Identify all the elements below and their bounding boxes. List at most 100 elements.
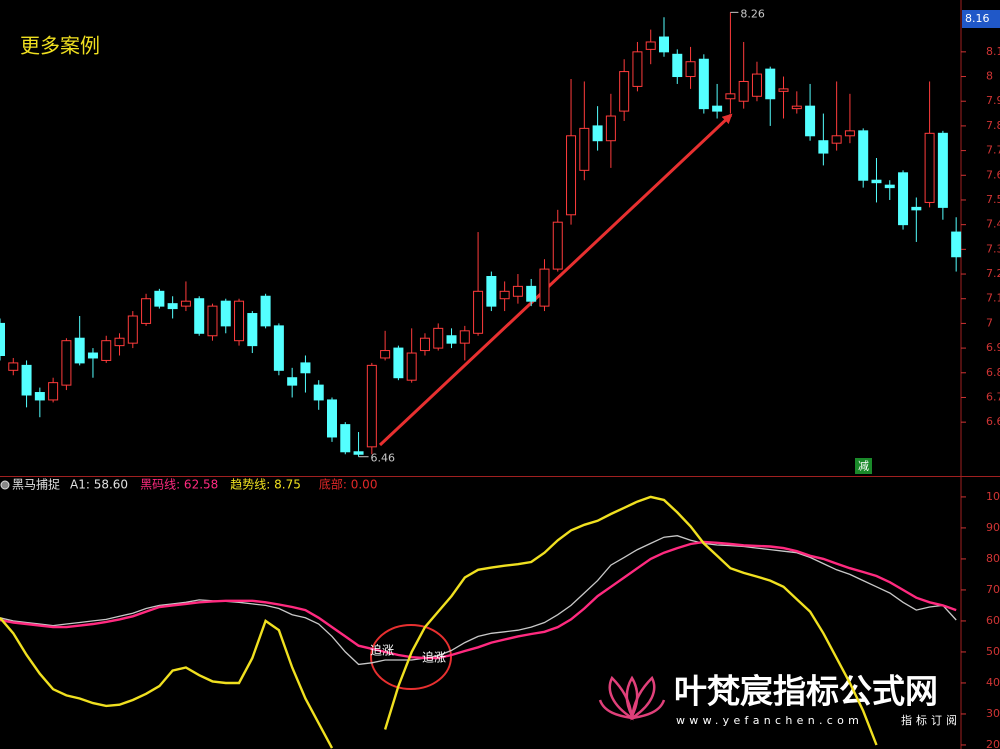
- candle-body: [220, 300, 231, 327]
- high-label: 8.26: [740, 7, 765, 20]
- candle-body: [884, 184, 895, 189]
- last-price-box: [962, 10, 1000, 28]
- y-tick-label: 80: [986, 552, 1000, 565]
- candle-body: [380, 350, 391, 359]
- candle-body: [300, 362, 311, 374]
- signal-label: 减: [858, 460, 869, 473]
- candle-body: [287, 377, 298, 386]
- y-tick-label: 7.3: [986, 242, 1000, 255]
- candle-body: [725, 93, 736, 100]
- candle-body: [273, 325, 284, 371]
- candle-body: [353, 451, 364, 455]
- candle-body: [366, 364, 377, 448]
- candle-body: [951, 231, 962, 258]
- candle-body: [194, 298, 205, 334]
- y-tick-label: 7.2: [986, 267, 1000, 280]
- candle-body: [207, 305, 218, 337]
- candle-body: [8, 362, 19, 371]
- candle-body: [659, 36, 669, 53]
- y-tick-label: 100: [986, 490, 1000, 503]
- indicator-line: [0, 535, 957, 666]
- candle-body: [141, 298, 152, 324]
- indicator-title: 黑马捕捉: [12, 477, 60, 492]
- candle-body: [911, 206, 922, 211]
- candle-body: [247, 313, 258, 347]
- candle-body: [393, 347, 404, 379]
- y-tick-label: 40: [986, 676, 1000, 689]
- candle-body: [61, 340, 72, 386]
- candle-body: [87, 352, 98, 359]
- y-tick-label: 7.1: [986, 292, 1000, 305]
- y-tick-label: 8.1: [986, 45, 1000, 58]
- plot-area: [0, 495, 957, 749]
- candle-body: [446, 335, 457, 344]
- y-tick-label: 7.7: [986, 144, 1000, 157]
- candle-body: [566, 135, 577, 216]
- y-tick-label: 7.4: [986, 218, 1000, 231]
- candle-body: [592, 125, 603, 142]
- candle-body: [831, 135, 842, 144]
- y-tick-label: 6.6: [986, 415, 1000, 428]
- candle-body: [127, 315, 138, 344]
- y-tick-label: 20: [986, 738, 1000, 749]
- logo: [598, 675, 666, 721]
- candle-body: [526, 285, 537, 302]
- y-tick-label: 6.8: [986, 366, 1000, 379]
- candle-body: [74, 337, 85, 364]
- y-tick-label: 7.6: [986, 168, 1000, 181]
- candle-body: [340, 424, 351, 453]
- candle-body: [672, 53, 683, 78]
- indicator-line: [383, 495, 878, 746]
- candle-body: [698, 58, 709, 110]
- candle-body: [114, 337, 125, 347]
- candle-body: [512, 285, 523, 297]
- candle-body: [433, 327, 444, 349]
- candle-body: [937, 132, 948, 208]
- candle-body: [844, 130, 855, 137]
- candle-body: [419, 337, 430, 352]
- candle-body: [765, 68, 776, 100]
- candle-body: [818, 140, 829, 154]
- watermark-title: 叶梵宸指标公式网: [674, 672, 938, 711]
- candle-body: [738, 80, 749, 102]
- candle-body: [486, 276, 497, 307]
- candle-body: [154, 290, 165, 307]
- watermark: 叶梵宸指标公式网 www.yefanchen.com 指标订阅: [598, 672, 961, 727]
- candle-body: [645, 41, 656, 50]
- candle-body: [101, 340, 112, 361]
- candle-body: [605, 115, 616, 142]
- candle-body: [552, 221, 563, 270]
- candle-body: [579, 127, 590, 171]
- candle-body: [685, 61, 696, 78]
- watermark-tag: 指标订阅: [901, 713, 961, 727]
- candle-body: [234, 300, 245, 342]
- candle-body: [499, 290, 510, 300]
- last-price-label: 8.16: [965, 12, 990, 25]
- candle-body: [632, 51, 643, 87]
- legend-entry: 底部: 0.00: [319, 477, 378, 492]
- annotation: 追涨: [422, 650, 446, 665]
- candle-body: [805, 105, 816, 137]
- y-tick-label: 60: [986, 614, 1000, 627]
- signal-box: [855, 458, 872, 474]
- legend-entry: 趋势线: 8.75: [230, 478, 301, 492]
- candle-body: [260, 295, 271, 327]
- candle-body: [327, 399, 337, 438]
- y-tick-label: 50: [986, 645, 1000, 658]
- indicator-line: [0, 540, 957, 660]
- y-tick-label: 70: [986, 583, 1000, 596]
- candle-body: [34, 392, 45, 401]
- highlight-circle: [370, 624, 452, 690]
- candle-body: [167, 303, 178, 310]
- candle-body: [459, 330, 470, 344]
- y-tick-label: 7: [986, 316, 993, 329]
- trend-arrow: [378, 113, 733, 447]
- candle-body: [924, 132, 935, 203]
- candle-body: [21, 364, 32, 396]
- watermark-url: www.yefanchen.com: [676, 714, 863, 727]
- candle-body: [0, 322, 5, 356]
- candle-body: [48, 382, 59, 401]
- y-tick-label: 6.7: [986, 390, 1000, 403]
